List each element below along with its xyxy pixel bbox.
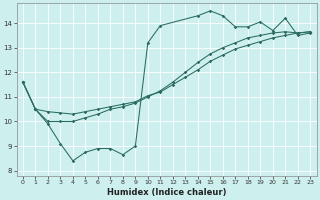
X-axis label: Humidex (Indice chaleur): Humidex (Indice chaleur) <box>107 188 226 197</box>
